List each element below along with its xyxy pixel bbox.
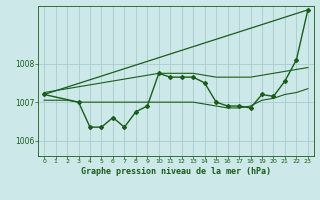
X-axis label: Graphe pression niveau de la mer (hPa): Graphe pression niveau de la mer (hPa)	[81, 167, 271, 176]
